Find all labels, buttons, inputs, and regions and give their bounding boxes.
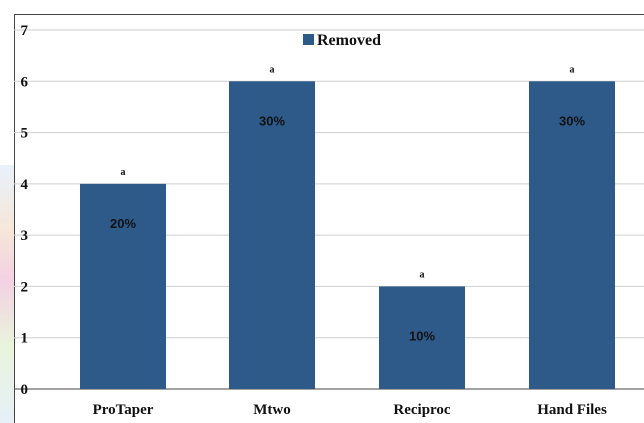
y-tick-label: 2: [21, 279, 29, 295]
legend-swatch: [303, 34, 314, 45]
x-tick-label: Mtwo: [253, 402, 291, 418]
bar-data-label: 30%: [259, 113, 285, 128]
plot-border: [14, 14, 644, 423]
y-tick-label: 7: [21, 23, 29, 39]
legend-label: Removed: [317, 32, 381, 49]
x-tick-label: Hand Files: [537, 402, 607, 418]
bar: [529, 81, 615, 390]
y-tick-label: 4: [21, 177, 29, 193]
bar: [229, 81, 315, 390]
bar-data-label: 20%: [110, 216, 136, 231]
y-tick-label: 1: [21, 331, 29, 347]
y-tick-label: 5: [21, 126, 29, 142]
significance-label: a: [270, 64, 275, 75]
significance-label: a: [420, 269, 425, 280]
y-tick-label: 3: [21, 228, 29, 244]
bar: [379, 286, 465, 389]
background-edge-strip: [0, 165, 14, 423]
x-tick-label: Reciproc: [393, 402, 451, 418]
bar-data-label: 30%: [559, 113, 585, 128]
y-tick-label: 6: [21, 74, 29, 90]
significance-label: a: [570, 64, 575, 75]
x-tick-label: ProTaper: [93, 402, 154, 418]
bar: [80, 183, 166, 389]
bar-data-label: 10%: [409, 328, 435, 343]
y-tick-label: 0: [21, 382, 29, 398]
significance-label: a: [121, 167, 126, 178]
